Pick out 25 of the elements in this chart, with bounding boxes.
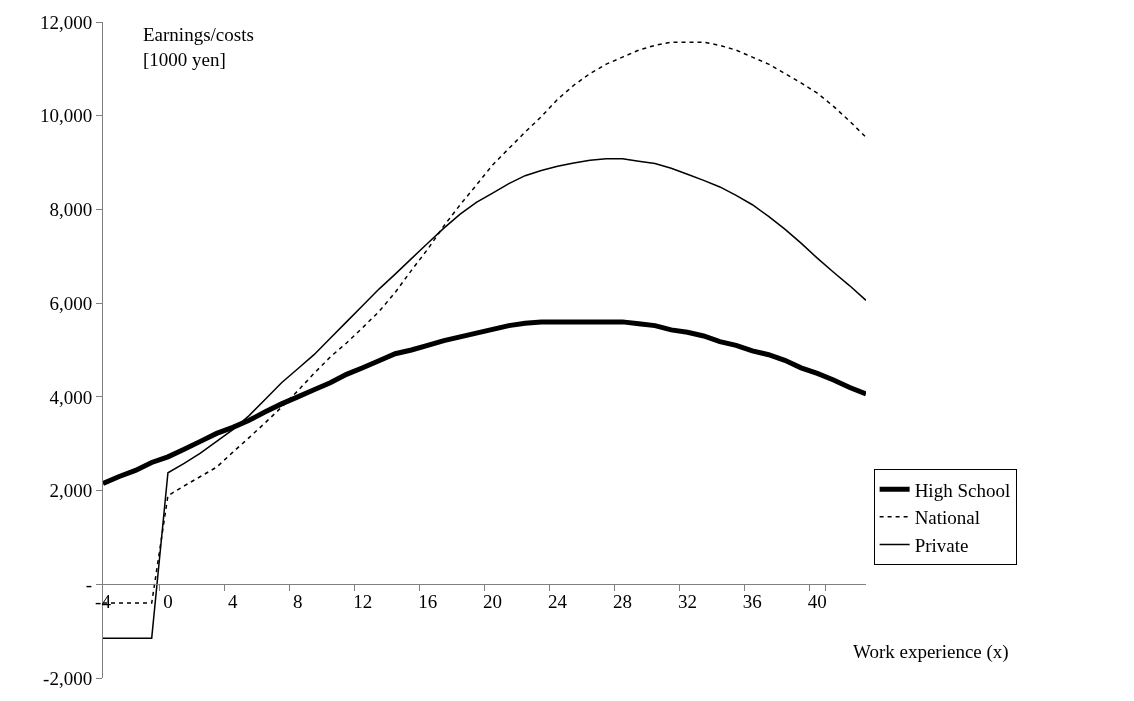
x-axis-title: Work experience (x) [853,641,1009,663]
y-tick-label: -2,000 [43,667,93,689]
x-tick-label: 0 [163,591,173,613]
x-tick-label: 16 [418,591,438,613]
y-tick-label: 12,000 [39,11,93,33]
x-tick-label: 20 [483,591,503,613]
y-tick-label: 4,000 [49,386,93,408]
x-tick-label: 12 [353,591,373,613]
y-tick-label: - [85,573,93,595]
x-tick-label: -4 [95,591,112,613]
y-tick-label: 2,000 [49,480,93,502]
y-tick-label: 10,000 [39,105,93,127]
x-tick-label: 36 [742,591,762,613]
y-axis-title: Earnings/costs [1000 yen] [143,24,254,70]
x-tick-label: 4 [228,591,239,613]
x-tick-label: 8 [293,591,303,613]
y-tick-label: 8,000 [49,199,93,221]
y-tick-label: 6,000 [49,292,93,314]
x-tick-label: 28 [612,591,632,613]
x-tick-label: 40 [807,591,827,613]
x-tick-label: 32 [677,591,697,613]
legend-label: High School [914,479,1011,501]
legend-label: National [914,507,981,529]
x-tick-label: 24 [548,591,568,613]
legend-label: Private [914,534,969,556]
